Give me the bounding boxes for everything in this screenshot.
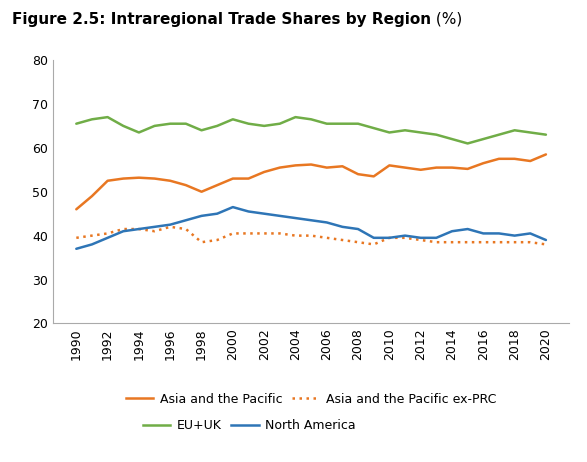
Text: (%): (%) — [431, 12, 463, 26]
Legend: EU+UK, North America: EU+UK, North America — [137, 414, 360, 437]
Text: Figure 2.5: Intraregional Trade Shares by Region: Figure 2.5: Intraregional Trade Shares b… — [12, 12, 431, 26]
